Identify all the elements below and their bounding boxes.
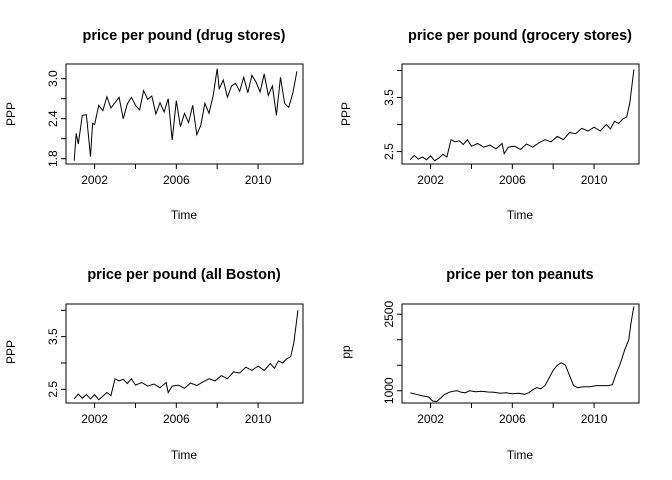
axis-ticks: 2002 2006 2010 1.8 2.4 3.0: [46, 70, 272, 187]
x-tick-label: 2002: [81, 412, 108, 426]
y-tick-label: 3.5: [382, 89, 396, 106]
panel-grocery-stores: price per pound (grocery stores) Time PP…: [339, 28, 640, 222]
series-line: [73, 68, 298, 161]
chart-title: price per pound (grocery stores): [408, 28, 632, 44]
chart-title: price per pound (drug stores): [82, 28, 285, 44]
y-tick-label: 3.0: [46, 70, 60, 87]
series-line: [409, 69, 635, 162]
x-axis-label: Time: [171, 208, 198, 222]
x-tick-label: 2002: [417, 173, 444, 187]
x-axis-label: Time: [507, 448, 534, 462]
y-tick-label: 1000: [382, 377, 396, 404]
y-tick-label: 2.5: [46, 381, 60, 398]
chart-title: price per pound (all Boston): [87, 267, 281, 283]
plot-frame: [65, 63, 304, 165]
x-tick-label: 2006: [499, 412, 526, 426]
x-tick-label: 2006: [163, 173, 190, 187]
chart-title: price per ton peanuts: [446, 267, 593, 283]
y-axis-label: PPP: [4, 340, 18, 364]
x-tick-label: 2010: [245, 173, 272, 187]
x-tick-label: 2010: [245, 412, 272, 426]
series-line: [73, 310, 299, 401]
x-tick-label: 2010: [581, 173, 608, 187]
y-axis-label: PPP: [4, 102, 18, 126]
y-tick-label: 2500: [382, 301, 396, 328]
plot-frame: [401, 63, 640, 165]
x-tick-label: 2010: [581, 412, 608, 426]
x-tick-label: 2002: [417, 412, 444, 426]
panel-all-boston: price per pound (all Boston) Time PPP 20…: [4, 267, 304, 462]
axis-ticks: 2002 2006 2010 2.5 3.5: [382, 69, 608, 187]
axis-ticks: 2002 2006 2010 1000 2500: [382, 301, 608, 426]
panel-drug-stores: price per pound (drug stores) Time PPP 2…: [4, 28, 304, 222]
x-tick-label: 2002: [81, 173, 108, 187]
plot-frame: [65, 303, 304, 404]
y-tick-label: 1.8: [46, 150, 60, 167]
plot-frame: [401, 303, 640, 404]
panel-peanuts: price per ton peanuts Time pp 2002 2006 20…: [339, 267, 640, 462]
y-tick-label: 2.4: [46, 110, 60, 127]
series-line: [410, 306, 635, 403]
y-axis-label: pp: [339, 345, 353, 359]
y-tick-label: 3.5: [46, 328, 60, 345]
y-axis-label: PPP: [339, 102, 353, 126]
x-axis-label: Time: [507, 208, 534, 222]
axis-ticks: 2002 2006 2010 2.5 3.5: [46, 309, 272, 426]
x-axis-label: Time: [171, 448, 198, 462]
x-tick-label: 2006: [163, 412, 190, 426]
x-tick-label: 2006: [499, 173, 526, 187]
y-tick-label: 2.5: [382, 143, 396, 160]
